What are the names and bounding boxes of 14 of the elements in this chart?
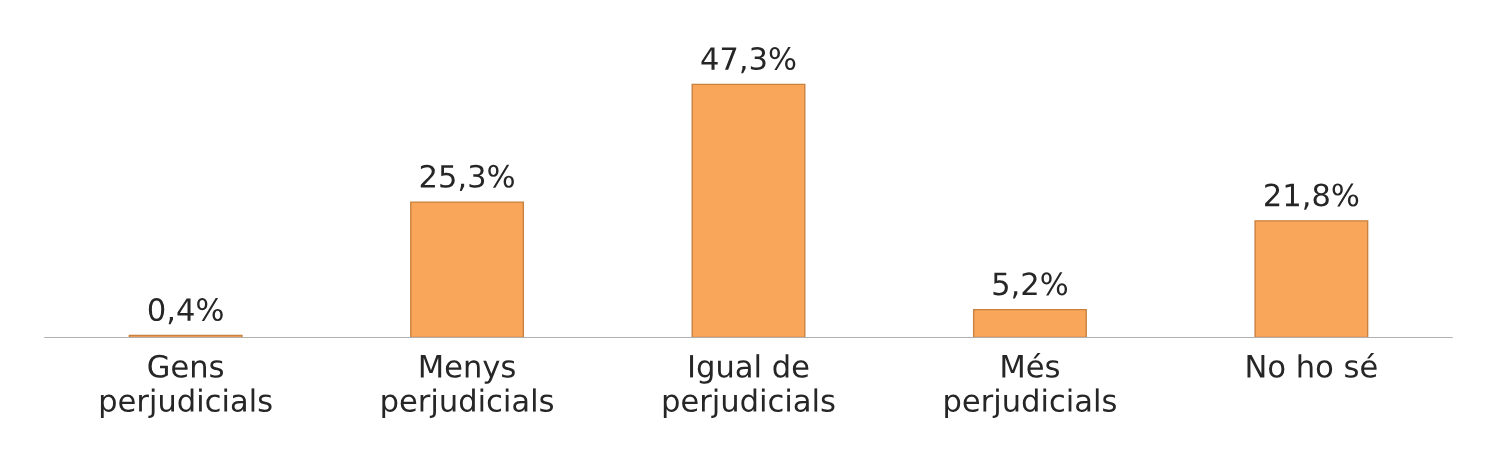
data-label: 25,3% — [420, 164, 514, 191]
x-tick-label: Gens perjudicials — [100, 354, 272, 418]
bar — [972, 308, 1087, 338]
bar — [1254, 220, 1369, 338]
data-label: 47,3% — [701, 47, 796, 74]
x-tick-label: Més perjudicials — [945, 352, 1116, 418]
data-label: 5,2% — [993, 272, 1068, 299]
x-tick-label: No ho sé — [1247, 352, 1377, 378]
bar — [410, 201, 525, 338]
data-label: 21,8% — [1265, 183, 1359, 210]
data-label: 0,4% — [148, 297, 223, 325]
x-tick-label: Menys perjudicials — [382, 355, 554, 418]
bar — [691, 83, 806, 338]
x-tick-label: Igual de perjudicials — [663, 354, 835, 418]
